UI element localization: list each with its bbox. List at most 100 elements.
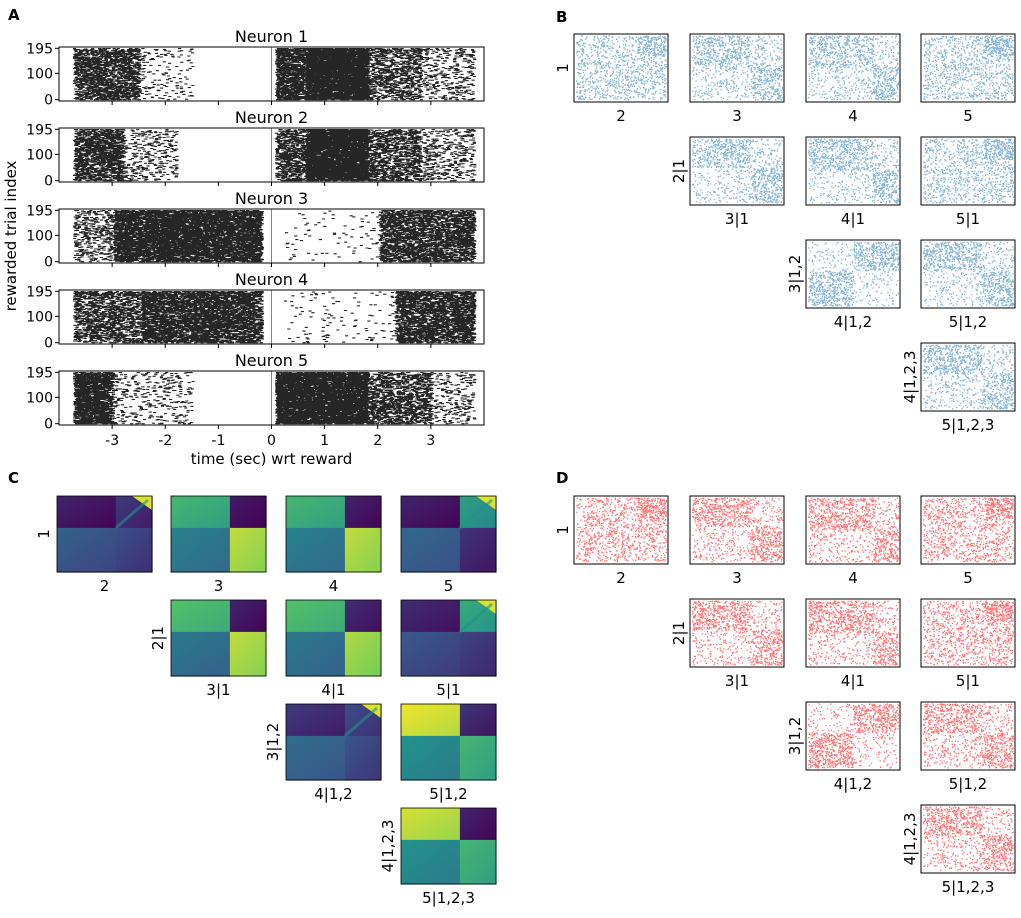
x-tick-label: 3 [426, 433, 435, 449]
density-frame [400, 703, 497, 781]
row-label: 4|1,2,3 [379, 820, 397, 873]
copula-cell: 3|1 [689, 136, 785, 228]
column-label: 2 [616, 107, 626, 125]
column-label: 4|1,2 [314, 785, 352, 803]
density-cell: 2 [56, 495, 153, 595]
density-frame [400, 599, 497, 677]
copula-points [923, 806, 1015, 872]
density-region [401, 839, 461, 885]
raster-title: Neuron 5 [235, 351, 308, 370]
density-region [286, 600, 346, 633]
density-frame [400, 495, 497, 573]
copula-frame [805, 136, 901, 206]
density-region [115, 527, 153, 573]
copula-frame [805, 239, 901, 309]
density-cell: 4|1,2 [285, 703, 382, 803]
raster-title: Neuron 1 [235, 27, 308, 46]
y-tick-label: 0 [44, 417, 53, 433]
row-label: 1 [554, 63, 572, 73]
copula-points [923, 703, 1015, 769]
density-frame [56, 495, 153, 573]
y-tick-label: 0 [44, 174, 53, 190]
density-cell: 4 [285, 495, 382, 595]
row-label: 2|1 [149, 626, 167, 650]
row-label: 3|1,2 [786, 255, 804, 293]
copula-cell: 5|1 [920, 598, 1016, 690]
column-label: 5 [444, 577, 454, 595]
row-label: 2|1 [670, 159, 688, 183]
y-tick-label: 195 [26, 365, 53, 381]
density-frame [285, 703, 382, 781]
x-tick-label: 2 [373, 433, 382, 449]
column-label: 5 [963, 569, 973, 587]
density-ridge [458, 602, 493, 634]
copula-cell: 4|1,2 [805, 701, 901, 793]
y-tick-label: 100 [26, 390, 53, 406]
panel-label-b: B [556, 8, 567, 26]
x-tick-label: -3 [105, 433, 119, 449]
raster-neuron-2: Neuron 2 0 100 195 [26, 108, 485, 190]
density-region [171, 527, 231, 573]
density-frame [285, 495, 382, 573]
y-axis-label: rewarded trial index [2, 160, 20, 311]
density-region [286, 704, 346, 737]
copula-points [923, 600, 1015, 666]
y-tick-label: 195 [26, 284, 53, 300]
column-label: 4|1,2 [834, 313, 872, 331]
copula-frame [689, 495, 785, 565]
column-label: 3|1 [206, 681, 230, 699]
copula-points [923, 138, 1015, 204]
density-region [57, 527, 117, 573]
density-region [344, 631, 382, 677]
density-region [344, 527, 382, 573]
copula-cell: 2 [573, 33, 669, 125]
density-region [459, 808, 497, 841]
copula-frame [805, 598, 901, 668]
panel-label-d: D [556, 469, 568, 487]
panel-c-density-grid: 1 2 3 4 5 2|1 3|1 4|1 5|1 3|1,2 4|1,2 5|1,2 4|1,2,3 5… [35, 495, 497, 907]
column-label: 3|1 [725, 210, 749, 228]
density-region [459, 631, 497, 677]
density-region [344, 600, 382, 633]
copula-frame [805, 701, 901, 771]
copula-points [692, 35, 784, 101]
column-label: 4|1 [841, 672, 865, 690]
column-label: 5|1,2 [949, 775, 987, 793]
copula-cell: 3 [689, 495, 785, 587]
column-label: 4 [848, 107, 858, 125]
density-region [344, 496, 382, 529]
y-tick-label: 195 [26, 122, 53, 138]
density-cell: 5|1,2 [400, 703, 497, 803]
copula-points [923, 344, 1015, 410]
copula-cell: 3|1 [689, 598, 785, 690]
raster-spikes [72, 291, 477, 344]
density-region [229, 496, 267, 529]
copula-frame [920, 33, 1016, 103]
y-tick-label: 195 [26, 41, 53, 57]
density-region [401, 496, 461, 529]
density-ridge [114, 498, 149, 530]
column-label: 5|1,2,3 [422, 889, 475, 907]
panel-d-copula-grid: 1 2 3 4 5 2|1 3|1 4|1 5|1 3|1,2 4|1,2 5|1,2 4|1,2,3 5… [554, 495, 1016, 896]
density-cell: 5|1 [400, 599, 497, 699]
density-region [229, 600, 267, 633]
copula-cell: 4 [805, 33, 901, 125]
copula-cell: 5|1,2 [920, 239, 1016, 331]
column-label: 5 [963, 107, 973, 125]
copula-points [808, 241, 900, 307]
copula-frame [573, 495, 669, 565]
raster-neuron-1: Neuron 1 0 100 195 [26, 27, 485, 109]
copula-frame [689, 33, 785, 103]
copula-frame [920, 495, 1016, 565]
density-region [229, 527, 267, 573]
x-tick-label: 0 [267, 433, 276, 449]
density-region [229, 631, 267, 677]
copula-points [692, 497, 784, 563]
raster-spikes [72, 48, 477, 101]
column-label: 5|1 [956, 672, 980, 690]
x-tick-label: -2 [158, 433, 172, 449]
y-tick-label: 0 [44, 93, 53, 109]
column-label: 2 [616, 569, 626, 587]
copula-points [576, 497, 668, 563]
density-region [286, 735, 346, 781]
